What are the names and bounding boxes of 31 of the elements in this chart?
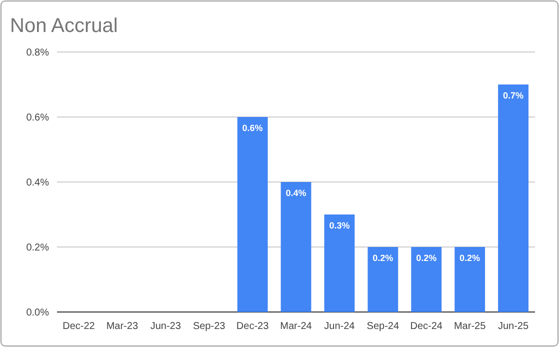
- x-tick-label: Mar-25: [454, 321, 486, 332]
- x-tick-label: Dec-22: [62, 321, 96, 332]
- bar: [454, 247, 486, 312]
- y-tick-label: 0.8%: [26, 48, 50, 58]
- x-tick-label: Sep-23: [192, 321, 226, 332]
- x-tick-label: Sep-24: [366, 321, 400, 332]
- data-label: 0.4%: [286, 188, 306, 198]
- bar: [324, 214, 355, 312]
- bar: [237, 117, 268, 312]
- x-tick-label: Jun-25: [498, 321, 529, 332]
- x-tick-label: Dec-23: [236, 321, 270, 332]
- x-tick-label: Mar-24: [280, 321, 312, 332]
- data-label: 0.2%: [372, 253, 394, 263]
- y-tick-label: 0.4%: [26, 178, 50, 188]
- x-tick-label: Dec-24: [410, 321, 443, 332]
- bar: [498, 84, 528, 312]
- data-label: 0.3%: [329, 220, 350, 230]
- y-tick-label: 0.2%: [26, 242, 50, 254]
- bar: [368, 247, 398, 312]
- data-label: 0.6%: [242, 123, 263, 133]
- y-tick-label: 0.0%: [26, 308, 50, 318]
- chart-title: Non Accrual: [10, 15, 118, 37]
- data-label: 0.2%: [460, 253, 480, 263]
- x-tick-label: Jun-23: [150, 321, 182, 332]
- data-label: 0.7%: [503, 90, 524, 100]
- bar: [280, 182, 312, 312]
- bar: [411, 247, 442, 312]
- y-tick-label: 0.6%: [26, 112, 50, 124]
- x-tick-label: Mar-23: [106, 321, 138, 332]
- data-label: 0.2%: [416, 253, 437, 263]
- x-tick-label: Jun-24: [324, 321, 356, 332]
